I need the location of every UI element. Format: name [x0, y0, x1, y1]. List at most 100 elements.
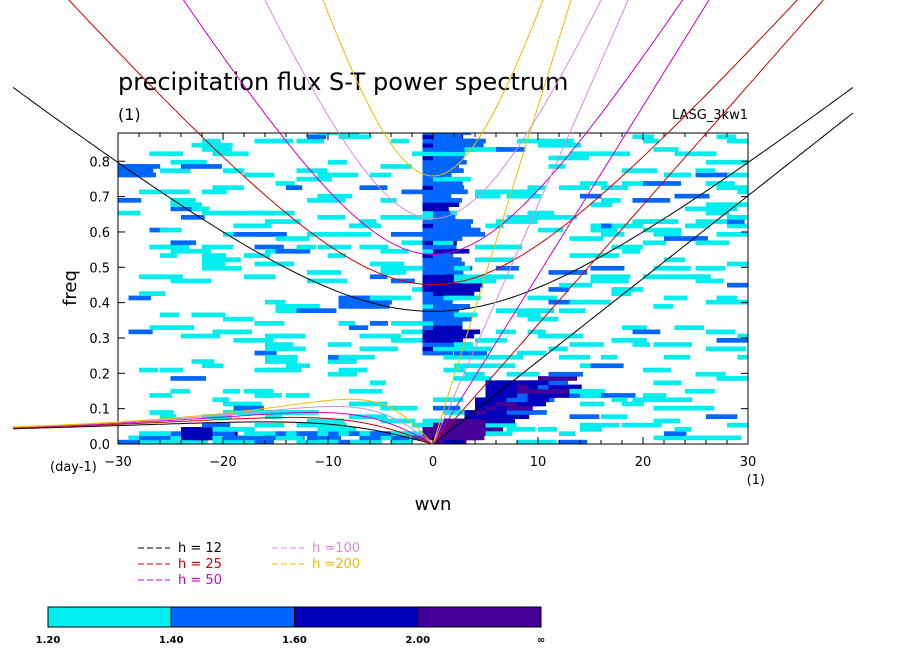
spectrum-cell — [685, 274, 711, 280]
spectrum-cell — [422, 304, 442, 309]
legend-label: h = 50 — [178, 573, 222, 588]
spectrum-cell — [433, 189, 468, 195]
spectrum-cell — [622, 181, 661, 186]
spectrum-cell — [433, 202, 460, 207]
spectrum-cell — [317, 244, 351, 250]
spectrum-cell — [569, 151, 593, 157]
spectrum-cell — [422, 253, 440, 258]
spectrum-cell — [464, 427, 484, 432]
spectrum-cell — [223, 329, 252, 335]
spectrum-cell — [359, 435, 388, 441]
spectrum-cell — [286, 363, 310, 369]
spectrum-cell — [527, 397, 550, 403]
spectrum-cell — [149, 431, 168, 436]
spectrum-cell — [695, 219, 738, 224]
spectrum-cell — [275, 304, 295, 309]
spectrum-cell — [391, 321, 428, 326]
spectrum-cell — [548, 287, 569, 292]
spectrum-cell — [506, 410, 547, 415]
spectrum-cell — [433, 312, 472, 318]
spectrum-cell — [170, 376, 206, 381]
spectrum-cell — [506, 384, 527, 390]
spectrum-cell — [443, 397, 464, 403]
spectrum-cell — [433, 261, 465, 267]
x-tick-label: −10 — [314, 455, 341, 470]
spectrum-cell — [370, 261, 405, 267]
spectrum-cell — [223, 388, 240, 394]
spectrum-cell — [244, 431, 276, 436]
spectrum-cell — [443, 354, 485, 360]
spectrum-cell — [433, 193, 452, 199]
spectrum-cell — [307, 198, 346, 203]
axis-ticks: −30 −20 −10 0 10 20 30 0.0 0.1 0.2 0.3 0.4 0.5 0.6 0.7… — [89, 133, 756, 470]
dispersion-curve-rossby — [12, 411, 434, 444]
spectrum-cell — [622, 168, 657, 173]
spectrum-cell — [359, 333, 401, 339]
spectrum-cell — [254, 138, 293, 144]
spectrum-cell — [443, 274, 460, 280]
x-axis-unit: (1) — [747, 473, 765, 488]
spectrum-cell — [538, 215, 577, 220]
spectrum-cell — [548, 346, 568, 352]
spectrum-cell — [202, 414, 233, 419]
spectrum-cell — [170, 206, 209, 212]
spectrum-cell — [349, 325, 369, 330]
spectrum-cell — [443, 282, 484, 288]
spectrum-cell — [233, 338, 274, 343]
spectrum-cell — [202, 253, 227, 258]
spectrum-cell — [506, 189, 537, 195]
chart-subtitle-unit: (1) — [118, 105, 141, 124]
spectrum-cell — [664, 257, 685, 263]
spectrum-cell — [727, 172, 748, 178]
spectrum-cell — [433, 316, 472, 322]
spectrum-cell — [160, 312, 180, 318]
spectrum-cell — [737, 333, 748, 339]
spectrum-cell — [475, 405, 496, 411]
spectrum-cell — [443, 142, 484, 148]
spectrum-cell — [254, 232, 287, 237]
spectrum-cell — [149, 227, 168, 233]
spectrum-cell — [716, 435, 742, 441]
spectrum-cell — [328, 359, 357, 364]
spectrum-cell — [590, 278, 629, 284]
spectrum-cell — [212, 151, 249, 157]
spectrum-cell — [496, 147, 526, 152]
spectrum-cell — [338, 304, 355, 309]
spectrum-cell — [275, 236, 310, 241]
x-tick-label: 0 — [429, 455, 437, 470]
dispersion-curve-kelvin — [432, 0, 824, 444]
spectrum-cell — [506, 371, 540, 377]
spectrum-cell — [569, 253, 591, 258]
spectrum-cell — [254, 439, 274, 444]
spectrum-cell — [128, 172, 148, 178]
spectrum-cell — [538, 427, 557, 432]
spectrum-cell — [265, 299, 286, 305]
spectrum-cell — [170, 248, 211, 254]
spectrum-cell — [643, 138, 659, 144]
spectrum-cell — [527, 210, 555, 216]
spectrum-cell — [716, 185, 748, 190]
spectrum-cell — [118, 198, 142, 203]
spectrum-cell — [254, 244, 284, 250]
spectrum-cell — [601, 354, 618, 360]
spectrum-cell — [653, 418, 681, 424]
spectrum-cell — [443, 329, 481, 335]
spectrum-cell — [296, 244, 316, 250]
spectrum-cell — [433, 185, 465, 190]
spectrum-cell — [548, 299, 572, 305]
spectrum-cell — [695, 278, 724, 284]
spectrum-cell — [485, 274, 514, 280]
spectrum-cell — [443, 367, 465, 373]
spectrum-cell — [716, 295, 738, 301]
spectrum-cell — [212, 439, 230, 444]
spectrum-cell — [611, 338, 647, 343]
spectrum-cell — [464, 371, 485, 377]
spectrum-cell — [328, 253, 347, 258]
y-tick-label: 0.3 — [89, 332, 110, 347]
y-tick-label: 0.8 — [89, 155, 110, 170]
spectrum-cell — [601, 185, 629, 190]
spectrum-cell — [706, 210, 730, 216]
spectrum-cell — [349, 388, 383, 394]
spectrum-cell — [170, 202, 202, 207]
spectrum-cell — [737, 159, 748, 165]
